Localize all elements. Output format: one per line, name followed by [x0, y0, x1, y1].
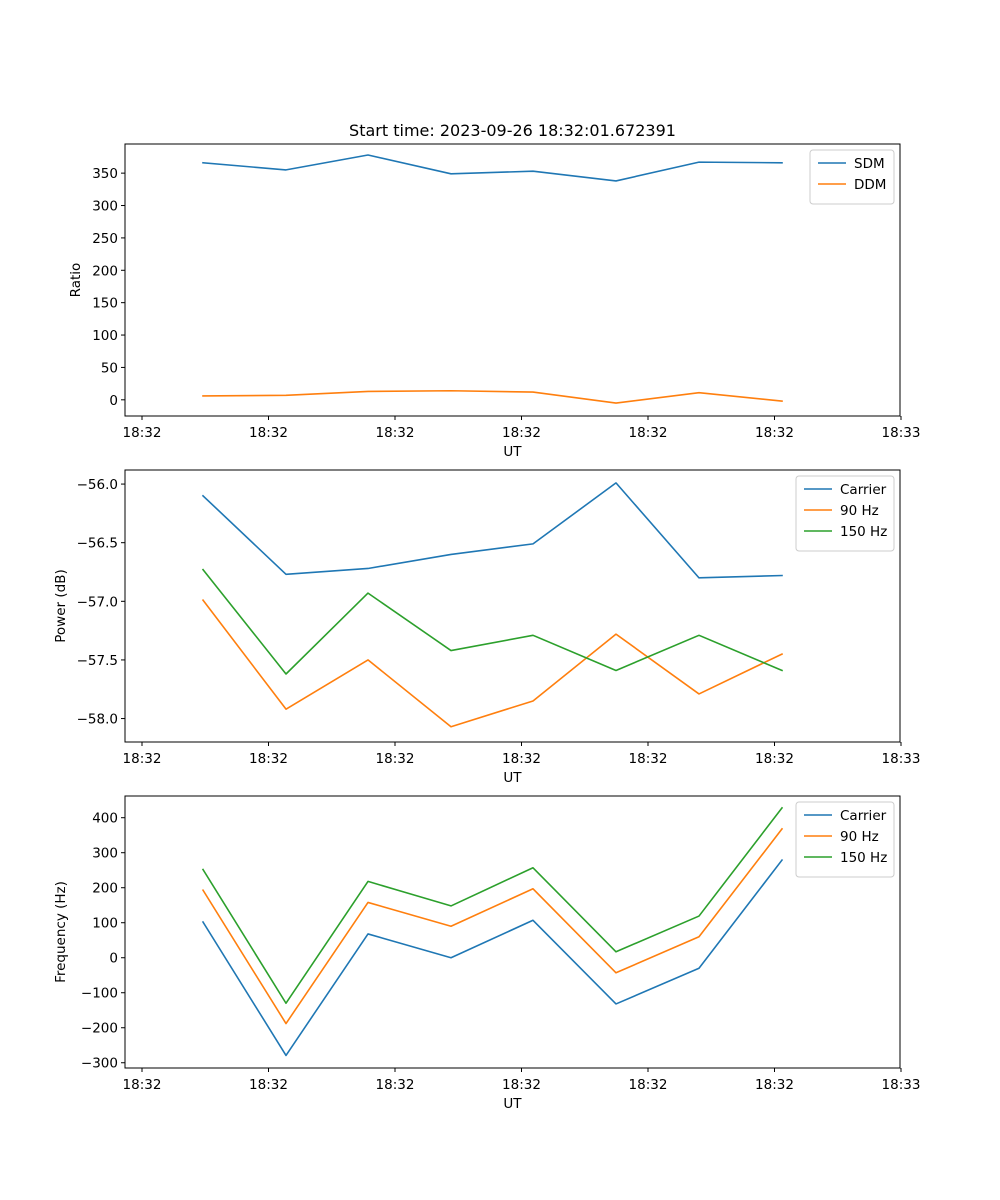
legend-label: 150 Hz [840, 850, 887, 866]
y-tick-label: 150 [92, 296, 118, 312]
y-tick-label: 400 [92, 811, 118, 827]
y-tick-label: 300 [92, 199, 118, 215]
series-line-carrier [201, 482, 783, 579]
y-tick-label: −57.5 [77, 653, 118, 669]
y-tick-label: 250 [92, 231, 118, 247]
x-tick-label: 18:32 [629, 425, 668, 441]
y-tick-label: 100 [92, 916, 118, 932]
legend-label: 150 Hz [840, 524, 887, 540]
y-tick-label: −57.0 [77, 594, 118, 610]
x-tick-label: 18:32 [502, 1077, 541, 1093]
chart-title: Start time: 2023-09-26 18:32:01.672391 [349, 121, 676, 140]
x-tick-label: 18:32 [123, 751, 162, 767]
x-tick-label: 18:32 [502, 425, 541, 441]
y-tick-label: 300 [92, 846, 118, 862]
x-tick-label: 18:32 [755, 425, 794, 441]
y-tick-label: −56.5 [77, 536, 118, 552]
series-line-90-hz [201, 827, 784, 1025]
y-tick-label: 0 [109, 951, 118, 967]
x-tick-label: 18:32 [629, 1077, 668, 1093]
y-axis-label: Power (dB) [53, 569, 69, 642]
y-tick-label: −300 [81, 1056, 118, 1072]
axes-frame [124, 469, 901, 743]
x-tick-label: 18:32 [376, 425, 415, 441]
legend-label: DDM [854, 177, 886, 193]
x-tick-label: 18:32 [249, 751, 288, 767]
legend-box [795, 801, 895, 878]
x-axis-label: UT [503, 1096, 522, 1112]
series-line-ddm [202, 389, 783, 404]
y-tick-label: −200 [81, 1021, 118, 1037]
legend-label: Carrier [840, 482, 887, 498]
y-tick-label: −100 [81, 986, 118, 1002]
legend-label: Carrier [840, 808, 887, 824]
x-tick-label: 18:33 [882, 751, 921, 767]
x-tick-label: 18:32 [123, 1077, 162, 1093]
series-line-150-hz [201, 806, 784, 1005]
y-tick-label: 200 [92, 263, 118, 279]
y-tick-label: −56.0 [77, 477, 118, 493]
x-tick-label: 18:33 [882, 425, 921, 441]
legend-box [795, 475, 895, 552]
y-tick-label: −58.0 [77, 712, 118, 728]
x-tick-label: 18:32 [502, 751, 541, 767]
ratio-panel: 18:32 18:32 18:32 18:32 18:32 18:32 18:33 0 50 10… [68, 143, 921, 460]
y-tick-label: 200 [92, 881, 118, 897]
frequency-panel: 18:32 18:32 18:32 18:32 18:32 18:32 18:33 −300 −… [53, 795, 921, 1112]
y-tick-label: 100 [92, 328, 118, 344]
x-tick-label: 18:32 [755, 751, 794, 767]
x-axis-label: UT [503, 444, 522, 460]
series-line-90-hz [201, 599, 784, 728]
x-tick-label: 18:32 [249, 425, 288, 441]
x-tick-label: 18:32 [629, 751, 668, 767]
series-line-sdm [202, 154, 783, 182]
x-tick-label: 18:32 [249, 1077, 288, 1093]
legend-label: SDM [854, 156, 885, 172]
y-tick-label: 0 [109, 393, 118, 409]
x-axis-label: UT [503, 770, 522, 786]
legend-label: 90 Hz [840, 503, 879, 519]
legend-label: 90 Hz [840, 829, 879, 845]
x-tick-label: 18:32 [123, 425, 162, 441]
y-axis-label: Frequency (Hz) [53, 881, 69, 983]
x-tick-label: 18:33 [882, 1077, 921, 1093]
y-tick-label: 350 [92, 166, 118, 182]
x-tick-label: 18:32 [376, 751, 415, 767]
series-line-150-hz [201, 568, 784, 675]
x-tick-label: 18:32 [755, 1077, 794, 1093]
axes-frame [124, 795, 901, 1069]
y-tick-label: 50 [101, 360, 118, 376]
axes-frame [124, 143, 901, 417]
series-line-carrier [201, 858, 784, 1057]
x-tick-label: 18:32 [376, 1077, 415, 1093]
power-panel: 18:32 18:32 18:32 18:32 18:32 18:32 18:33 −58.0… [53, 469, 921, 786]
y-axis-label: Ratio [68, 263, 84, 298]
